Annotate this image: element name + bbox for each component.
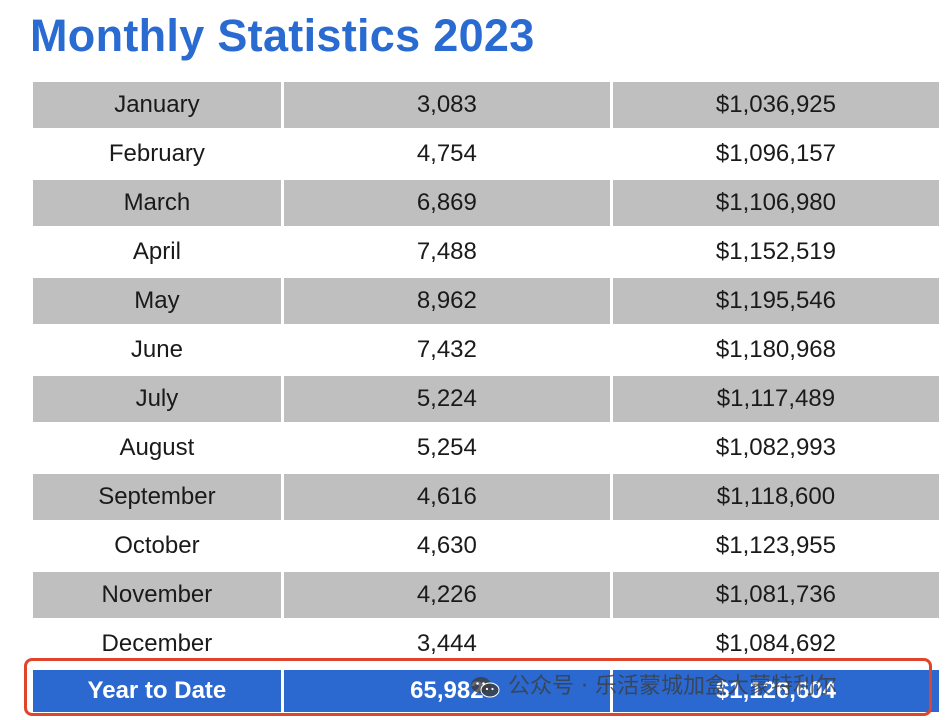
month-cell: June: [30, 325, 284, 376]
table-row: April 7,488 $1,152,519: [30, 227, 943, 278]
month-cell: December: [30, 619, 284, 670]
count-cell: 7,432: [280, 325, 613, 376]
month-cell: May: [30, 276, 284, 327]
amount-cell: $1,096,157: [609, 129, 943, 180]
count-cell: 6,869: [280, 178, 613, 229]
amount-cell: $1,118,600: [609, 472, 943, 523]
month-cell: October: [30, 521, 284, 572]
amount-cell: $1,195,546: [609, 276, 943, 327]
statistics-table: January 3,083 $1,036,925 February 4,754 $1,09…: [30, 82, 943, 715]
month-cell: September: [30, 472, 284, 523]
amount-cell: $1,152,519: [609, 227, 943, 278]
amount-cell: $1,036,925: [609, 82, 943, 131]
watermark: 公众号 · 乐活蒙城加盒大蒙特利尔: [470, 668, 837, 700]
count-cell: 3,083: [280, 82, 613, 131]
amount-cell: $1,081,736: [609, 570, 943, 621]
month-cell: March: [30, 178, 284, 229]
count-cell: 8,962: [280, 276, 613, 327]
count-cell: 4,754: [280, 129, 613, 180]
month-cell: January: [30, 82, 284, 131]
count-cell: 5,224: [280, 374, 613, 425]
watermark-text: 公众号 · 乐活蒙城加盒大蒙特利尔: [508, 674, 837, 699]
total-label-cell: Year to Date: [30, 668, 284, 715]
month-cell: August: [30, 423, 284, 474]
total-amount-cell: $1,126,604: [609, 668, 943, 715]
count-cell: 5,254: [280, 423, 613, 474]
month-cell: February: [30, 129, 284, 180]
month-cell: November: [30, 570, 284, 621]
amount-cell: $1,084,692: [609, 619, 943, 670]
count-cell: 4,630: [280, 521, 613, 572]
month-cell: April: [30, 227, 284, 278]
amount-cell: $1,082,993: [609, 423, 943, 474]
count-cell: 4,616: [280, 472, 613, 523]
table-row: June 7,432 $1,180,968: [30, 325, 943, 376]
page-title: Monthly Statistics 2023: [30, 10, 535, 61]
amount-cell: $1,117,489: [609, 374, 943, 425]
amount-cell: $1,123,955: [609, 521, 943, 572]
table-row: February 4,754 $1,096,157: [30, 129, 943, 180]
count-cell: 7,488: [280, 227, 613, 278]
table-row: May 8,962 $1,195,546: [30, 276, 943, 327]
table-row: October 4,630 $1,123,955: [30, 521, 943, 572]
total-count-cell: 65,982: [280, 668, 613, 715]
count-cell: 3,444: [280, 619, 613, 670]
total-row: Year to Date 65,982 $1,126,604: [30, 668, 943, 715]
table-row: December 3,444 $1,084,692: [30, 619, 943, 670]
month-cell: July: [30, 374, 284, 425]
count-cell: 4,226: [280, 570, 613, 621]
wechat-icon: [471, 677, 500, 698]
table-row: March 6,869 $1,106,980: [30, 178, 943, 229]
amount-cell: $1,180,968: [609, 325, 943, 376]
table-row: July 5,224 $1,117,489: [30, 374, 943, 425]
table-row: November 4,226 $1,081,736: [30, 570, 943, 621]
table-row: August 5,254 $1,082,993: [30, 423, 943, 474]
table-row: January 3,083 $1,036,925: [30, 82, 943, 131]
amount-cell: $1,106,980: [609, 178, 943, 229]
table-row: September 4,616 $1,118,600: [30, 472, 943, 523]
